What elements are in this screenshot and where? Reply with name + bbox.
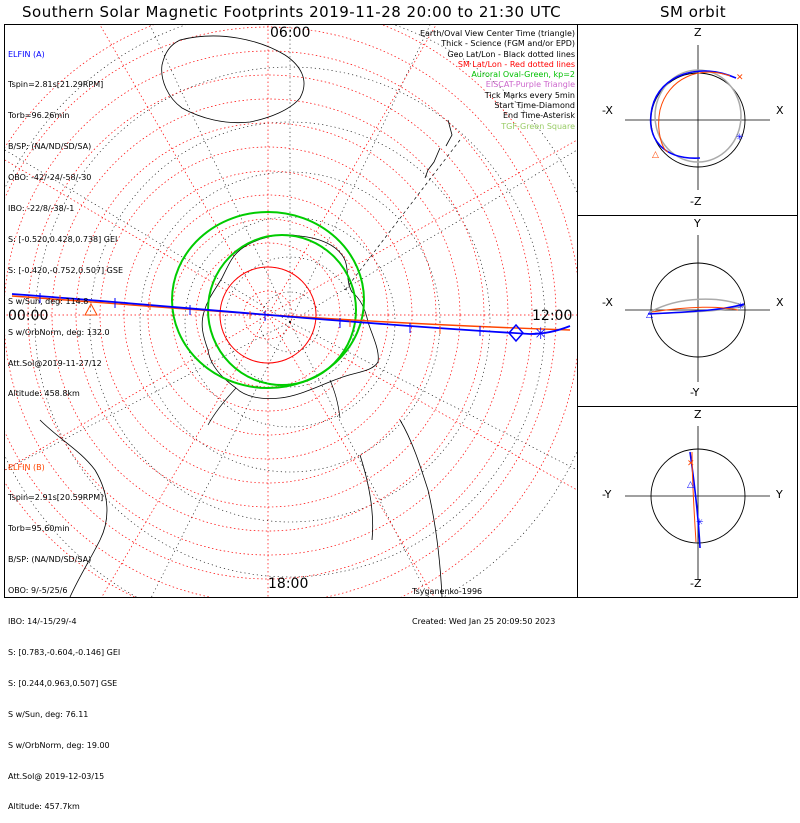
new-zealand-coastline [424, 119, 453, 179]
sm2-left-label: -X [602, 296, 613, 309]
svg-text:✳: ✳ [737, 302, 745, 312]
sm-xz-panel: ✕ ✳ △ [625, 45, 770, 190]
mlt-label-right: 12:00 [532, 308, 573, 324]
view-direction-line [344, 139, 461, 291]
legend-item: Tick Marks every 5min [484, 90, 575, 100]
sm2-bottom-label: -Y [690, 386, 700, 399]
model-credit: Tsyganenko-1996 [412, 586, 483, 596]
svg-text:△: △ [687, 480, 694, 490]
sm-orbit-title: SM orbit [660, 3, 727, 21]
sm-xy-panel: ✳ △ [625, 235, 770, 382]
africa-coastline [39, 419, 108, 597]
sm-yz-panel: ✕ ✳ △ [625, 426, 770, 580]
australia-coastline [161, 35, 305, 124]
sm-latitude-circle-solid [219, 266, 317, 364]
footprint-map: ✳ [5, 25, 577, 597]
sm1-right-label: X [776, 104, 784, 117]
south-america-coastline [359, 419, 443, 597]
svg-text:✳: ✳ [736, 133, 744, 143]
elfin-a-info: ELFIN (A) Tspin=2.81s[21.29RPM] Torb=96.… [8, 49, 123, 399]
mlt-label-left: 00:00 [8, 308, 49, 324]
end-time-asterisk: ✳ [534, 324, 547, 343]
sm2-top-label: Y [694, 217, 701, 230]
svg-text:✕: ✕ [687, 459, 695, 469]
legend-item: Auroral Oval-Green, kp=2 [471, 70, 575, 80]
legend-item: Earth/Oval View Center Time (triangle) [419, 29, 575, 38]
legend-item: SM Lat/Lon - Red dotted lines [457, 59, 575, 69]
legend-item: Geo Lat/Lon - Black dotted lines [447, 49, 575, 59]
plot-title: Southern Solar Magnetic Footprints 2019-… [22, 3, 562, 21]
created-timestamp: Created: Wed Jan 25 20:09:50 2023 [412, 617, 556, 627]
antarctica-coastline [201, 234, 379, 399]
elfin-b-name: ELFIN (B) [8, 462, 45, 472]
sm2-right-label: X [776, 296, 784, 309]
sm1-top-label: Z [694, 26, 702, 39]
svg-text:✳: ✳ [696, 518, 704, 528]
svg-text:✕: ✕ [736, 73, 744, 83]
auroral-oval-outer [171, 211, 365, 389]
legend-item: Thick - Science (FGM and/or EPD) [441, 39, 575, 49]
sm3-left-label: -Y [602, 488, 612, 501]
svg-text:△: △ [646, 310, 653, 320]
mlt-label-top: 06:00 [270, 25, 311, 41]
svg-text:△: △ [652, 150, 659, 160]
view-center-triangle [84, 302, 98, 316]
sm3-top-label: Z [694, 408, 702, 421]
sm1-bottom-label: -Z [690, 195, 702, 208]
legend-item: EISCAT-Purple Triangle [485, 80, 575, 90]
start-time-diamond [508, 323, 524, 343]
legend-item: TGF-Green Square [501, 121, 575, 131]
sm-panel-yz-frame [577, 406, 798, 598]
legend-item: End Time-Asterisk [502, 111, 575, 121]
sm3-right-label: Y [776, 488, 783, 501]
legend: Earth/Oval View Center Time (triangle) Th… [420, 29, 575, 132]
sm3-bottom-label: -Z [690, 577, 702, 590]
legend-item: Start Time-Diamond [494, 101, 575, 111]
sm-orbit-panels: ✕ ✳ △ ✳ △ ✕ ✳ △ [625, 45, 770, 580]
sm1-left-label: -X [602, 104, 613, 117]
elfin-a-track [11, 293, 571, 335]
mlt-label-bottom: 18:00 [268, 576, 309, 592]
elfin-a-name: ELFIN (A) [8, 49, 45, 59]
